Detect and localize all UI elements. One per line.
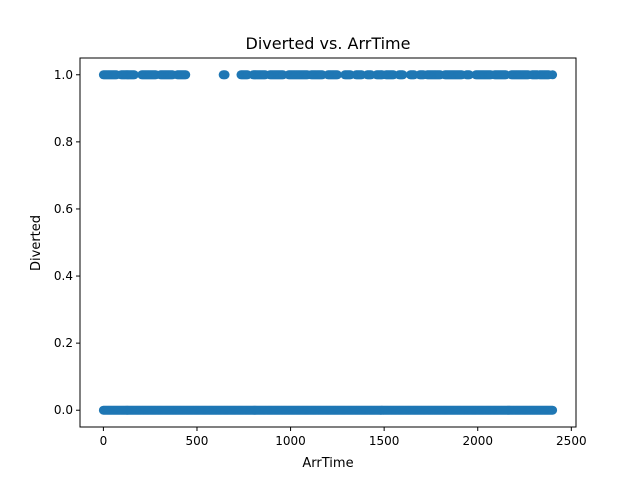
x-axis-label: ArrTime bbox=[302, 456, 353, 471]
data-point bbox=[129, 70, 139, 80]
y-tick-label: 0.0 bbox=[54, 403, 73, 417]
scatter-points bbox=[98, 70, 558, 415]
data-point bbox=[332, 70, 342, 80]
data-point bbox=[220, 70, 230, 80]
plot-frame bbox=[79, 57, 577, 428]
y-tick-label: 0.2 bbox=[54, 336, 73, 350]
x-tick-label: 500 bbox=[186, 434, 209, 448]
x-tick-label: 1500 bbox=[369, 434, 400, 448]
y-tick-label: 1.0 bbox=[54, 68, 73, 82]
data-point bbox=[464, 70, 474, 80]
y-tick-label: 0.8 bbox=[54, 135, 73, 149]
data-point bbox=[181, 70, 191, 80]
data-point bbox=[548, 70, 558, 80]
y-axis-ticks: 0.0 0.2 0.4 0.6 0.8 1.0 bbox=[54, 68, 80, 417]
x-axis-ticks: 0 500 1000 1500 2000 2500 bbox=[100, 427, 587, 448]
x-tick-label: 2000 bbox=[462, 434, 493, 448]
y-tick-label: 0.6 bbox=[54, 202, 73, 216]
x-tick-label: 0 bbox=[100, 434, 108, 448]
x-tick-label: 1000 bbox=[275, 434, 306, 448]
chart-title: Diverted vs. ArrTime bbox=[246, 34, 411, 53]
x-tick-label: 2500 bbox=[556, 434, 587, 448]
data-point bbox=[398, 70, 408, 80]
y-tick-label: 0.4 bbox=[54, 269, 73, 283]
data-point bbox=[548, 405, 558, 415]
y-axis-label: Diverted bbox=[29, 215, 44, 271]
